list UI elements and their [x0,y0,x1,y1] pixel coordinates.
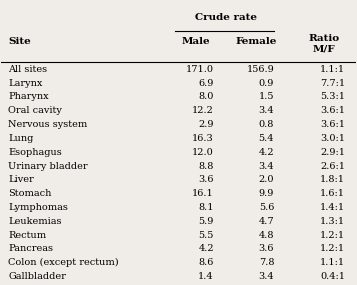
Text: Female: Female [236,37,277,46]
Text: 5.5: 5.5 [198,231,214,240]
Text: Lung: Lung [9,134,34,143]
Text: 0.9: 0.9 [259,79,274,88]
Text: 2.0: 2.0 [258,175,274,184]
Text: 4.2: 4.2 [198,245,214,253]
Text: 4.8: 4.8 [258,231,274,240]
Text: 7.8: 7.8 [258,258,274,267]
Text: 5.6: 5.6 [259,203,274,212]
Text: All sites: All sites [9,65,47,74]
Text: 156.9: 156.9 [246,65,274,74]
Text: Leukemias: Leukemias [9,217,62,226]
Text: 1.5: 1.5 [258,92,274,101]
Text: Larynx: Larynx [9,79,43,88]
Text: 1.4: 1.4 [198,272,214,281]
Text: 8.0: 8.0 [198,92,214,101]
Text: 6.9: 6.9 [198,79,214,88]
Text: 3.6:1: 3.6:1 [320,106,345,115]
Text: Colon (except rectum): Colon (except rectum) [9,258,119,267]
Text: 3.0:1: 3.0:1 [320,134,345,143]
Text: 3.6: 3.6 [198,175,214,184]
Text: 0.4:1: 0.4:1 [320,272,345,281]
Text: 1.6:1: 1.6:1 [320,189,345,198]
Text: 3.4: 3.4 [258,106,274,115]
Text: 1.3:1: 1.3:1 [320,217,345,226]
Text: 7.7:1: 7.7:1 [320,79,345,88]
Text: 12.0: 12.0 [192,148,214,157]
Text: 1.8:1: 1.8:1 [320,175,345,184]
Text: Crude rate: Crude rate [195,13,257,22]
Text: 1.1:1: 1.1:1 [320,258,345,267]
Text: Stomach: Stomach [9,189,52,198]
Text: 3.6: 3.6 [258,245,274,253]
Text: Esophagus: Esophagus [9,148,62,157]
Text: 16.1: 16.1 [192,189,214,198]
Text: 9.9: 9.9 [259,189,274,198]
Text: 12.2: 12.2 [192,106,214,115]
Text: Rectum: Rectum [9,231,47,240]
Text: Oral cavity: Oral cavity [9,106,62,115]
Text: 3.4: 3.4 [258,272,274,281]
Text: 1.1:1: 1.1:1 [320,65,345,74]
Text: 2.9:1: 2.9:1 [320,148,345,157]
Text: Male: Male [182,37,211,46]
Text: Nervous system: Nervous system [9,120,88,129]
Text: 5.3:1: 5.3:1 [320,92,345,101]
Text: 1.4:1: 1.4:1 [320,203,345,212]
Text: 16.3: 16.3 [192,134,214,143]
Text: 5.4: 5.4 [258,134,274,143]
Text: Pharynx: Pharynx [9,92,49,101]
Text: Site: Site [9,37,31,46]
Text: 171.0: 171.0 [186,65,214,74]
Text: 4.7: 4.7 [258,217,274,226]
Text: Ratio
M/F: Ratio M/F [308,34,339,53]
Text: Pancreas: Pancreas [9,245,54,253]
Text: 4.2: 4.2 [258,148,274,157]
Text: 2.6:1: 2.6:1 [320,162,345,170]
Text: 3.6:1: 3.6:1 [320,120,345,129]
Text: 2.9: 2.9 [198,120,214,129]
Text: 1.2:1: 1.2:1 [320,231,345,240]
Text: Lymphomas: Lymphomas [9,203,68,212]
Text: Gallbladder: Gallbladder [9,272,66,281]
Text: 8.6: 8.6 [198,258,214,267]
Text: 8.1: 8.1 [198,203,214,212]
Text: Liver: Liver [9,175,34,184]
Text: 1.2:1: 1.2:1 [320,245,345,253]
Text: 8.8: 8.8 [198,162,214,170]
Text: 3.4: 3.4 [258,162,274,170]
Text: Urinary bladder: Urinary bladder [9,162,88,170]
Text: 0.8: 0.8 [259,120,274,129]
Text: 5.9: 5.9 [198,217,214,226]
